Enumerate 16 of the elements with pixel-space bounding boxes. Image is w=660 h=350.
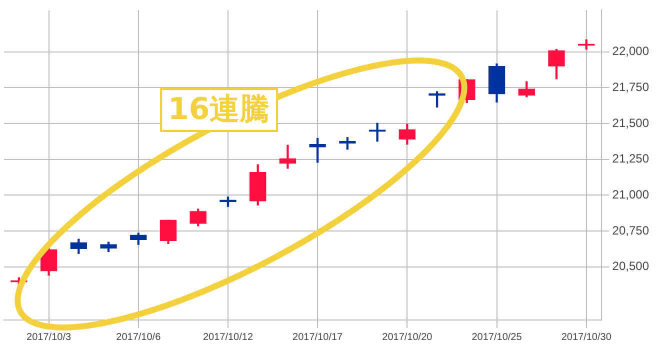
x-tick-label: 2017/10/6: [116, 332, 162, 343]
y-tick-label: 20,750: [612, 223, 650, 238]
y-tick-label: 20,500: [612, 259, 650, 274]
x-tick-label: 2017/10/3: [26, 332, 72, 343]
x-tick-label: 2017/10/25: [472, 332, 522, 343]
candlestick: [279, 144, 296, 169]
y-tick-label: 22,000: [612, 44, 650, 58]
x-tick-label: 2017/10/20: [382, 332, 433, 343]
x-tick-label: 2017/10/30: [561, 332, 612, 343]
x-tick-label: 2017/10/12: [202, 332, 254, 343]
y-tick-label: 21,000: [612, 188, 650, 202]
y-tick-label: 21,500: [612, 116, 650, 130]
y-tick-label: 21,750: [612, 80, 650, 94]
x-tick-label: 2017/10/17: [292, 332, 344, 343]
annotation: 16連騰: [160, 88, 278, 132]
y-tick-label: 21,250: [612, 152, 650, 166]
